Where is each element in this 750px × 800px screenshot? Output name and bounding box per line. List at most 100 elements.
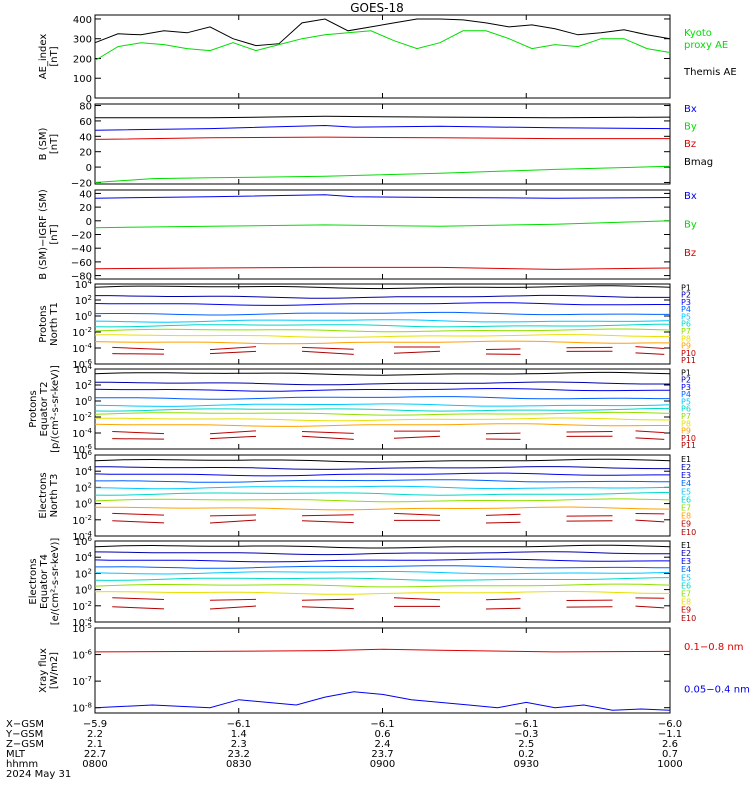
- series-line-p10: [112, 346, 165, 350]
- y-tick-label: 10-2: [72, 514, 92, 527]
- x-axis-value: 0.7: [662, 749, 678, 760]
- y-tick-label: 100: [75, 584, 92, 597]
- series-line-p10: [301, 346, 354, 350]
- legend-label: 0.1−0.8 nm: [684, 642, 743, 653]
- series-line-p11: [635, 437, 665, 440]
- y-axis-label: AE_index: [38, 34, 49, 80]
- series-line-e10: [209, 519, 257, 524]
- y-tick-label: −20: [71, 231, 92, 242]
- legend-label-small: P3: [681, 383, 691, 392]
- x-axis-value: 2.4: [375, 739, 391, 750]
- legend-label-small: E5: [681, 573, 691, 582]
- legend-label-small: P5: [681, 397, 691, 406]
- series-line-e5: [94, 485, 671, 490]
- legend-label-small: P11: [681, 356, 696, 365]
- series-line-p1: [94, 371, 671, 376]
- y-tick-label: 10-4: [72, 616, 92, 629]
- legend-label-small: E4: [681, 565, 691, 574]
- legend-label-small: E10: [681, 528, 696, 537]
- panel-frame: [94, 103, 671, 185]
- series-line-e9: [112, 512, 165, 516]
- legend-label: Bz: [684, 139, 696, 150]
- y-axis-label: [W/m2]: [49, 652, 60, 689]
- series-line-themis-ae: [94, 18, 671, 47]
- x-axis-value: −1.1: [658, 729, 682, 740]
- legend-label: By: [684, 219, 697, 230]
- legend-label-small: P2: [681, 291, 691, 300]
- x-axis-row-label: Y−GSM: [5, 729, 43, 740]
- legend-label: Bz: [684, 248, 696, 259]
- y-tick-label: 100: [75, 310, 92, 323]
- series-line-e2: [94, 466, 670, 470]
- x-axis-value: 1000: [657, 759, 682, 770]
- y-tick-label: 104: [75, 465, 93, 478]
- y-tick-label: 102: [75, 481, 92, 494]
- series-line-bmag: [95, 115, 671, 119]
- y-tick-label: 80: [79, 102, 92, 113]
- series-line-e10: [112, 520, 165, 524]
- x-axis-value: 2.3: [231, 739, 247, 750]
- y-tick-label: 104: [75, 363, 93, 376]
- series-line-e9: [301, 598, 354, 601]
- x-axis-value: −6.1: [227, 719, 251, 730]
- y-tick-label: 10-6: [72, 649, 92, 662]
- legend-label: Themis AE: [683, 67, 737, 78]
- y-tick-label: 60: [79, 117, 92, 128]
- y-tick-label: 102: [75, 294, 92, 307]
- y-tick-label: 106: [75, 535, 93, 548]
- series-line-p6: [94, 407, 671, 412]
- series-line-e9: [485, 598, 521, 601]
- y-tick-label: −40: [71, 244, 92, 255]
- x-axis-value: 2.6: [662, 739, 678, 750]
- series-line-e10: [112, 606, 165, 610]
- y-axis-label: Equator T4: [39, 554, 50, 609]
- y-tick-label: 10-4: [72, 342, 92, 355]
- series-line-e10: [301, 606, 354, 610]
- legend-label-small: E8: [681, 512, 691, 521]
- legend-label-small: P8: [681, 334, 691, 343]
- x-axis-value: 2.1: [87, 739, 103, 750]
- series-line-kyoto-proxy-ae: [94, 30, 671, 61]
- series-line-e9: [112, 597, 165, 601]
- series-line-p4: [94, 311, 670, 316]
- series-line-by: [94, 220, 671, 229]
- series-line-p10: [112, 431, 165, 435]
- legend-label-small: P8: [681, 419, 691, 428]
- series-line-e10: [635, 605, 665, 609]
- legend-label: By: [684, 122, 697, 133]
- series-line-p5: [94, 319, 671, 323]
- series-line-p9: [94, 340, 670, 345]
- legend-label-small: P7: [681, 412, 691, 421]
- legend-label: Bx: [684, 104, 697, 115]
- series-line-p11: [301, 435, 354, 440]
- series-line-e9: [393, 597, 441, 601]
- series-line-e10: [485, 521, 521, 524]
- x-axis-value: 0900: [370, 759, 395, 770]
- x-axis-value: 0930: [514, 759, 539, 770]
- series-line-p11: [209, 350, 257, 355]
- legend-label-small: E5: [681, 487, 691, 496]
- y-tick-label: 10-7: [72, 675, 92, 688]
- legend-label-small: E2: [681, 549, 691, 558]
- legend-label-small: E1: [681, 455, 691, 464]
- x-axis-row-label: MLT: [6, 749, 26, 760]
- legend-label-small: P7: [681, 327, 691, 336]
- y-tick-label: 20: [79, 148, 92, 159]
- series-line-p8: [94, 334, 671, 338]
- legend-label-small: E9: [681, 606, 691, 615]
- y-tick-label: 0: [86, 94, 92, 105]
- x-axis-value: 23.2: [228, 749, 250, 760]
- panel-frame: [94, 627, 671, 714]
- series-line-p10: [209, 346, 257, 351]
- legend-label-small: P1: [681, 368, 691, 377]
- legend-label-small: E6: [681, 581, 691, 590]
- y-tick-label: 102: [75, 567, 92, 580]
- x-axis-value: 0800: [82, 759, 107, 770]
- y-tick-label: 300: [73, 35, 92, 46]
- series-line-bx: [94, 194, 671, 199]
- series-line-by: [94, 165, 671, 183]
- legend-label-small: E1: [681, 541, 691, 550]
- y-tick-label: 200: [73, 54, 92, 65]
- legend-label-small: P10: [681, 434, 696, 443]
